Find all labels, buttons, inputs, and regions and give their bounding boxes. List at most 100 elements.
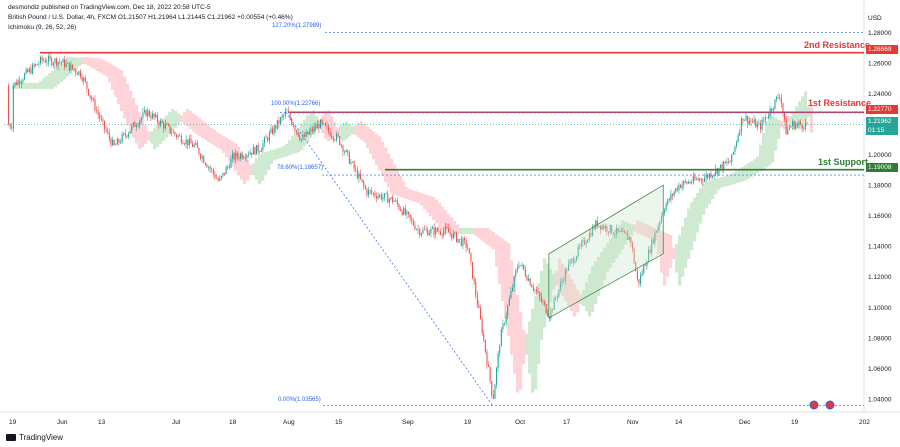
candle-body [371,190,373,194]
ichimoku-cloud-segment [390,158,394,194]
candle-body [803,128,805,129]
candle-body [532,287,534,290]
currency-label: USD [868,15,882,22]
candle-body [427,229,429,236]
candle-body [246,155,248,158]
ichimoku-cloud-segment [141,119,145,148]
ichimoku-cloud-segment [147,131,151,141]
candle-body [187,139,189,146]
candle-body [732,152,734,155]
x-tick-label: 14 [675,419,683,426]
ichimoku-cloud-segment [537,283,541,365]
candle-body [227,166,229,168]
ichimoku-cloud-segment [204,122,208,141]
candle-body [392,197,394,202]
candle-body [416,228,418,230]
ichimoku-cloud-segment [456,224,460,234]
y-tick-label: 1.20000 [868,152,892,159]
ichimoku-cloud-segment [357,122,361,138]
candle-body [464,238,466,241]
indicator-legend[interactable]: Ichimoku (9, 26, 52, 26) [8,24,77,31]
candle-body [182,142,184,144]
candle-body [726,161,728,164]
candle-body [115,144,117,146]
ichimoku-cloud-segment [804,91,808,123]
candle-body [30,68,32,74]
x-tick-label: 17 [563,419,571,426]
candle-body [43,59,45,61]
ichimoku-cloud-segment [108,63,112,83]
candle-body [747,116,749,124]
publisher-name[interactable]: desmondiz [8,4,40,11]
candle-body [724,161,726,164]
candle-body [35,64,37,66]
ichimoku-cloud-segment [177,113,181,125]
ichimoku-cloud-segment [330,116,334,139]
ichimoku-cloud-segment [669,235,673,268]
ichimoku-cloud-segment [612,233,616,263]
candle-body [672,193,674,196]
candle-body [777,97,779,98]
candle-body [534,289,536,291]
candle-body [475,281,477,295]
candle-body [761,119,763,130]
candle-body [25,69,27,74]
candle-body [795,124,797,129]
candle-body [406,211,408,215]
ichimoku-cloud-segment [429,195,433,217]
ichimoku-cloud-segment [117,68,121,105]
x-tick-label: 13 [98,419,106,426]
ichimoku-cloud-segment [609,238,613,268]
candle-body [144,110,146,113]
fib-label-0: 0.00%(1.03565) [278,397,321,403]
candle-body [694,176,696,180]
candle-body [412,220,414,226]
candle-body [723,161,725,170]
candle-body [417,228,419,230]
candle-body [278,120,280,124]
ichimoku-cloud-segment [345,121,349,139]
candle-body [345,150,347,152]
ichimoku-cloud-segment [312,110,316,134]
ichimoku-cloud-segment [576,289,580,313]
ichimoku-cloud-segment [732,172,736,185]
candle-body [441,234,443,236]
candle-body [336,133,338,140]
candle-body [284,111,286,116]
tradingview-footer[interactable]: TradingView [6,433,63,442]
candle-body [369,190,371,191]
ichimoku-cloud-segment [438,203,442,228]
candle-body [641,273,643,275]
ichimoku-cloud-segment [369,128,373,154]
candle-body [195,142,197,145]
candle-body [558,289,560,297]
candle-body [259,151,261,153]
candle-body [446,226,448,229]
ichimoku-cloud-segment [432,196,436,220]
candle-body [705,174,707,179]
candle-body [507,305,509,316]
ichimoku-cloud-segment [273,149,277,161]
candle-body [796,123,798,125]
candle-body [124,133,126,136]
candle-body [100,118,102,120]
candle-body [147,110,149,117]
ichimoku-cloud-segment [630,224,634,236]
ichimoku-cloud-segment [702,183,706,215]
ichimoku-cloud-segment [336,127,340,135]
candle-body [592,226,594,237]
candle-body [668,199,670,200]
candle-body [248,154,250,156]
ichimoku-cloud-segment [798,101,802,130]
candle-body [536,289,538,292]
ichimoku-cloud-segment [192,113,196,132]
candle-body [382,197,384,200]
candle-body [456,232,458,242]
candle-body [528,278,530,281]
candle-body [708,173,710,178]
candle-body [624,230,626,233]
y-tick-label: 1.10000 [868,305,892,312]
ichimoku-cloud-segment [468,227,472,234]
ichimoku-cloud-segment [66,57,70,77]
